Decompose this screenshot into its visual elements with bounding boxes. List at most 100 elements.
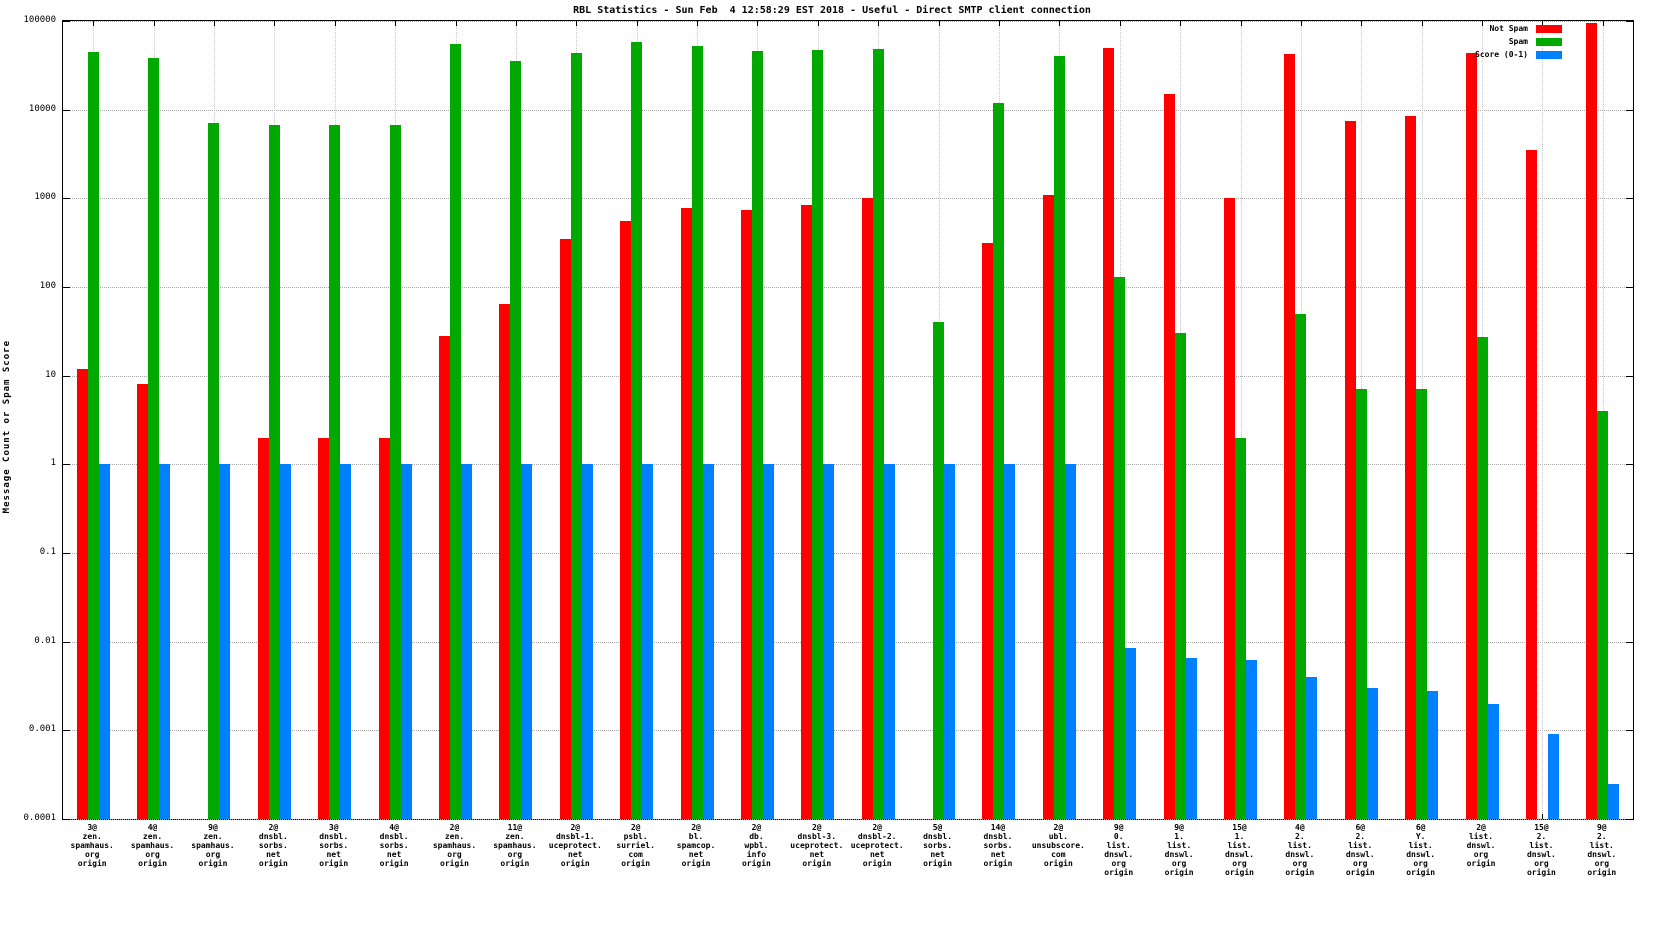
- x-category-label: 5@ dnsbl. sorbs. net origin: [923, 823, 953, 868]
- x-tick-mark: [334, 21, 336, 26]
- x-tick-mark: [1542, 21, 1544, 26]
- y-tick-mark: [1626, 819, 1633, 820]
- bar-score-0-1-: [1125, 647, 1137, 819]
- x-category-label: 9@ 1. list. dnswl. org origin: [1164, 823, 1194, 877]
- x-category-label: 9@ 2. list. dnswl. org origin: [1587, 823, 1617, 877]
- x-category-label: 9@ zen. spamhaus. org origin: [191, 823, 235, 868]
- bar-score-0-1-: [642, 464, 654, 819]
- bar-score-0-1-: [823, 464, 835, 819]
- x-tick-mark: [1180, 21, 1182, 26]
- x-category-label: 15@ 1. list. dnswl. org origin: [1225, 823, 1254, 877]
- bar-score-0-1-: [219, 464, 231, 819]
- bar-spam: [1174, 333, 1186, 819]
- legend-color-swatch: [1536, 50, 1562, 59]
- bar-score-0-1-: [159, 464, 171, 819]
- x-tick-mark: [1361, 21, 1363, 26]
- bar-spam: [1053, 56, 1065, 819]
- bar-not-spam: [499, 303, 511, 819]
- x-tick-mark: [576, 21, 578, 26]
- bar-not-spam: [1586, 22, 1598, 819]
- x-tick-mark: [1119, 21, 1121, 26]
- y-tick-mark: [1626, 641, 1633, 643]
- y-tick-mark: [63, 109, 70, 111]
- y-tick-mark: [1626, 464, 1633, 466]
- bar-not-spam: [1525, 150, 1537, 819]
- legend-entry-label: Not Spam: [1489, 24, 1528, 33]
- x-tick-mark: [757, 21, 759, 26]
- y-tick-label: 0.01: [34, 635, 56, 646]
- x-tick-mark: [636, 21, 638, 26]
- x-tick-mark: [1240, 21, 1242, 26]
- bar-score-0-1-: [1185, 658, 1197, 819]
- bar-spam: [812, 50, 824, 819]
- y-tick-mark: [63, 464, 70, 466]
- y-axis-label: Message Count or Spam Score: [2, 340, 12, 514]
- gridline-horizontal: [63, 287, 1633, 288]
- x-category-label: 2@ db. wpbl. info origin: [741, 823, 771, 868]
- y-tick-mark: [63, 730, 70, 732]
- gridline-horizontal: [63, 641, 1633, 643]
- x-tick-mark: [1421, 21, 1423, 26]
- bar-score-0-1-: [883, 464, 895, 819]
- bar-not-spam: [1163, 94, 1175, 819]
- bar-score-0-1-: [521, 464, 533, 819]
- bar-not-spam: [1224, 198, 1235, 819]
- x-category-label: 2@ dnsbl. sorbs. net origin: [258, 823, 288, 868]
- bar-spam: [631, 41, 643, 819]
- y-tick-label: 100000: [23, 15, 56, 25]
- bar-not-spam: [801, 204, 813, 819]
- bar-spam: [1476, 337, 1488, 819]
- bar-score-0-1-: [1547, 734, 1559, 819]
- x-category-label: 4@ zen. spamhaus. org origin: [130, 823, 175, 868]
- y-tick-mark: [63, 553, 70, 554]
- bar-spam: [751, 50, 763, 819]
- x-category-label: 2@ zen. spamhaus. org origin: [432, 823, 477, 868]
- bar-not-spam: [318, 437, 330, 819]
- x-category-label: 9@ 0. list. dnswl. org origin: [1104, 823, 1134, 877]
- y-tick-mark: [63, 641, 70, 643]
- legend-color-swatch: [1536, 37, 1562, 46]
- x-tick-mark: [878, 21, 880, 26]
- legend: Not Spam Spam Score (0-1): [1475, 24, 1562, 59]
- y-tick-mark: [63, 287, 70, 288]
- y-tick-mark: [1626, 730, 1633, 732]
- legend-color-swatch: [1536, 24, 1562, 33]
- x-tick-mark: [998, 21, 1000, 26]
- y-tick-label: 10000: [28, 103, 56, 114]
- x-category-label: 11@ zen. spamhaus. org origin: [493, 823, 537, 868]
- legend-entry-label: Spam: [1508, 37, 1528, 46]
- gridline-horizontal: [63, 730, 1633, 732]
- x-tick-mark: [817, 21, 819, 26]
- bar-not-spam: [1465, 52, 1477, 819]
- y-tick-mark: [1626, 198, 1633, 200]
- y-tick-label: 10: [45, 369, 56, 380]
- bar-spam: [1295, 313, 1307, 819]
- x-tick-mark: [1602, 21, 1604, 26]
- bar-score-0-1-: [762, 464, 774, 819]
- bar-score-0-1-: [944, 464, 956, 819]
- bar-score-0-1-: [1306, 676, 1318, 819]
- gridline-vertical: [1542, 21, 1544, 819]
- y-tick-mark: [1626, 21, 1633, 22]
- x-category-label: 2@ ubl. unsubscore. com origin: [1031, 823, 1085, 868]
- x-category-label: 6@ Y. list. dnswl. org origin: [1406, 823, 1436, 877]
- bar-not-spam: [861, 198, 873, 819]
- gridline-horizontal: [63, 375, 1633, 377]
- y-tick-label: 100: [39, 281, 56, 291]
- x-tick-mark: [213, 21, 215, 26]
- bar-score-0-1-: [1427, 690, 1439, 819]
- gridline-vertical: [1240, 21, 1242, 819]
- bar-score-0-1-: [581, 464, 593, 819]
- bar-spam: [1235, 437, 1246, 819]
- bar-score-0-1-: [340, 464, 352, 819]
- bar-score-0-1-: [702, 464, 714, 819]
- gridline-horizontal: [63, 553, 1633, 554]
- bar-spam: [87, 51, 99, 819]
- x-category-label: 2@ dnsbl-1. uceprotect. net origin: [548, 823, 602, 868]
- gridline-horizontal: [63, 198, 1633, 200]
- bar-spam: [1114, 276, 1126, 819]
- y-tick-mark: [1626, 109, 1633, 111]
- bar-spam: [208, 123, 220, 819]
- bar-spam: [1355, 389, 1367, 819]
